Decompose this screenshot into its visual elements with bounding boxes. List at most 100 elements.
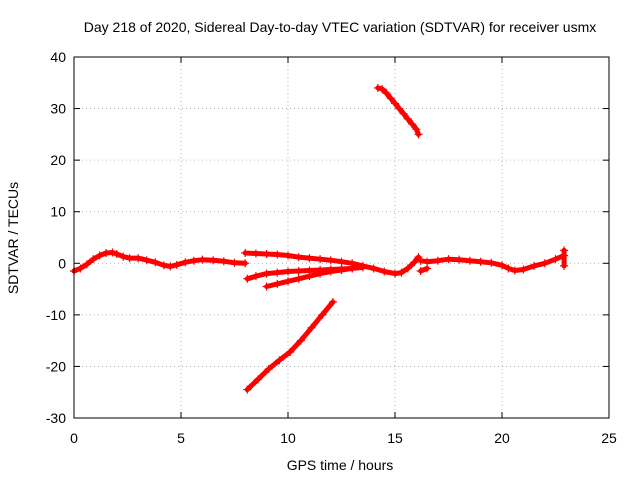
data-point [423,264,432,273]
plot-frame [73,56,610,419]
data-point [560,261,569,270]
data-point [89,255,98,264]
data-point [328,297,337,306]
data-point [305,254,314,263]
data-point [560,246,569,255]
data-point [378,84,387,93]
data-point [403,264,412,273]
series-arc-lower-2 [264,264,366,289]
axis-ticks: 0 5 10 15 20 25 -30 -20 -10 0 10 20 30 40 [46,49,617,446]
data-point [540,259,549,268]
data-point [181,258,190,267]
data-point [369,264,378,273]
data-point [358,263,367,272]
x-tick-label: 5 [177,430,185,446]
data-point [151,258,160,267]
data-point [251,249,260,258]
data-point [82,260,91,269]
data-point [251,272,260,281]
data-point [209,256,218,265]
data-point [273,279,282,288]
data-point [416,256,425,265]
data-point [125,254,134,263]
data-point [264,365,273,374]
x-tick-label: 15 [387,430,403,446]
data-point [219,257,228,266]
series-tail-trace [418,253,567,273]
data-point [326,267,335,276]
data-point [119,252,128,261]
data-point [423,257,432,266]
y-axis-label: SDTVAR / TECUs [5,182,21,294]
data-point [198,255,207,264]
data-point [241,259,250,268]
data-point [142,256,151,265]
data-point [316,269,325,278]
data-point [391,269,399,278]
data-point [487,258,496,267]
data-series [70,83,569,394]
data-point [243,274,252,283]
y-tick-label: 0 [58,255,66,271]
data-point [95,251,104,260]
data-point [498,261,506,270]
data-point [382,89,391,98]
data-point [551,255,560,264]
data-point [397,268,406,277]
data-point [465,256,474,265]
data-point [76,264,85,273]
data-point [337,265,346,274]
data-point [262,250,271,259]
data-point [380,267,389,276]
data-point [416,267,425,276]
data-point [403,114,412,123]
data-point [286,347,295,356]
data-point [455,255,464,264]
x-tick-label: 10 [280,430,296,446]
data-point [273,250,282,259]
data-point [391,99,399,108]
data-point [326,256,335,265]
data-point [408,120,417,129]
x-axis-label: GPS time / hours [287,457,394,473]
data-point [230,258,239,267]
data-point [412,125,421,134]
data-point [476,257,485,266]
y-tick-label: 10 [50,204,66,220]
data-point [504,264,513,273]
data-point [348,264,357,273]
data-point [189,256,198,265]
y-tick-label: 30 [50,101,66,117]
data-point [108,248,117,257]
data-point [296,336,305,345]
data-point [284,277,292,286]
data-point [275,356,284,365]
data-point [307,323,316,332]
y-tick-label: 20 [50,152,66,168]
data-point [284,267,292,276]
data-point [519,265,528,274]
data-point [530,261,539,270]
data-point [414,130,423,139]
x-tick-label: 25 [601,430,617,446]
data-point [112,250,121,259]
data-point [444,255,453,264]
data-point [318,310,327,319]
y-tick-label: 40 [50,49,66,65]
data-point [399,109,408,118]
x-tick-label: 0 [70,430,78,446]
data-point [294,267,303,276]
data-point [241,248,250,257]
data-point [386,94,395,103]
data-point [337,257,346,266]
y-tick-label: -10 [46,307,66,323]
data-point [284,251,292,260]
data-point [433,256,442,265]
chart-title: Day 218 of 2020, Sidereal Day-to-day VTE… [84,19,597,35]
data-point [134,254,143,263]
data-point [243,385,252,394]
data-point [410,258,419,267]
y-tick-label: -30 [46,410,66,426]
